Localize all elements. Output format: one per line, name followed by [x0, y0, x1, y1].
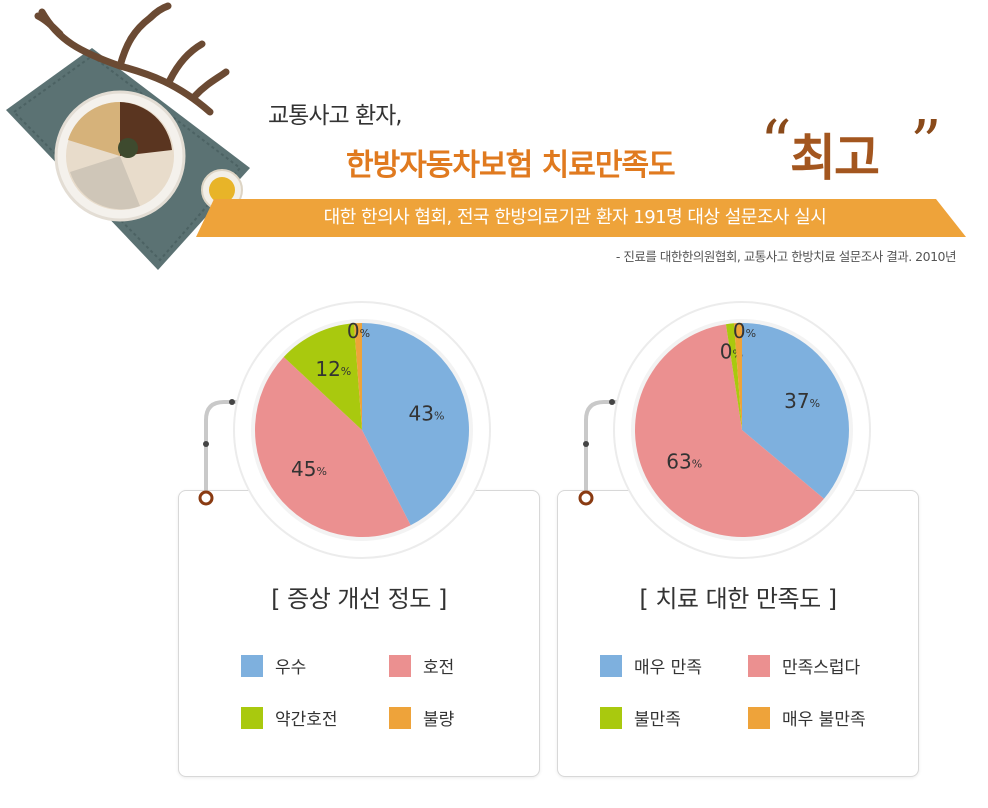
survey-banner-text: 대한 한의사 협회, 전국 한방의료기관 환자 191명 대상 설문조사 실시 [323, 207, 827, 228]
legend-label: 불량 [423, 710, 455, 730]
pie-chart-satisfaction: 37%63%0%0% [612, 300, 872, 560]
legend-label: 호전 [423, 658, 455, 678]
pie-data-label: 63% [666, 449, 702, 473]
legend-swatch [600, 706, 622, 729]
legend-swatch [241, 654, 263, 677]
quote-open: “ [760, 106, 792, 179]
pie-slice [254, 357, 411, 538]
legend-swatch [241, 706, 263, 729]
pie-slice [634, 324, 824, 537]
legend-label: 매우 만족 [634, 658, 702, 678]
pie-slice [283, 323, 362, 430]
legend-label: 만족스럽다 [782, 658, 861, 678]
quote-close: ” [910, 106, 942, 179]
legend-label: 매우 불만족 [782, 710, 866, 730]
pie-svg: 43% 45% 12% 0% [233, 301, 491, 559]
legend-swatch [748, 706, 770, 729]
pie-slice [733, 323, 742, 430]
legend-swatch [389, 706, 411, 729]
legend-item: 만족스럽다 [748, 653, 860, 678]
pie-data-label: 37% [784, 389, 820, 413]
pie-data-label: 0% [347, 318, 370, 342]
legend-swatch [748, 654, 770, 677]
pie-svg: 37%63%0%0% [613, 301, 871, 559]
legend-item: 불량 [389, 705, 454, 730]
pie-slice [742, 323, 849, 499]
legend-item: 호전 [389, 653, 454, 678]
legend-label: 불만족 [634, 710, 681, 730]
headline-emphasis: 최고 [790, 129, 880, 187]
pie-slice [353, 323, 362, 430]
legend-item: 우수 [241, 653, 306, 678]
chart-title: [ 치료 대한 만족도 ] [639, 585, 837, 613]
banner-background [196, 199, 966, 237]
legend-item: 매우 불만족 [748, 705, 866, 730]
antler [34, 2, 230, 116]
pie-slice [725, 323, 742, 430]
pie-data-label: 12% [315, 357, 351, 381]
pie-data-label: 0% [733, 318, 756, 342]
pie-data-label: 43% [409, 401, 445, 425]
legend-swatch [389, 654, 411, 677]
headline-line2: 한방자동차보험 치료만족도 [346, 148, 676, 183]
pie-chart-symptom: 43% 45% 12% 0% [232, 300, 492, 560]
source-note: - 진료를 대한한의원협회, 교통사고 한방치료 설문조사 결과. 2010년 [615, 249, 957, 264]
legend-item: 매우 만족 [600, 653, 702, 678]
pie-data-label: 45% [291, 457, 327, 481]
legend-label: 우수 [275, 658, 307, 678]
herbal-medicine-illustration [6, 2, 250, 270]
chart-title: [ 증상 개선 정도 ] [271, 585, 447, 613]
pie-slice [362, 323, 469, 526]
legend-swatch [600, 654, 622, 677]
headline-line1: 교통사고 환자, [268, 103, 403, 129]
legend-label: 약간호전 [275, 710, 338, 730]
legend-item: 불만족 [600, 705, 681, 730]
legend-item: 약간호전 [241, 705, 338, 730]
